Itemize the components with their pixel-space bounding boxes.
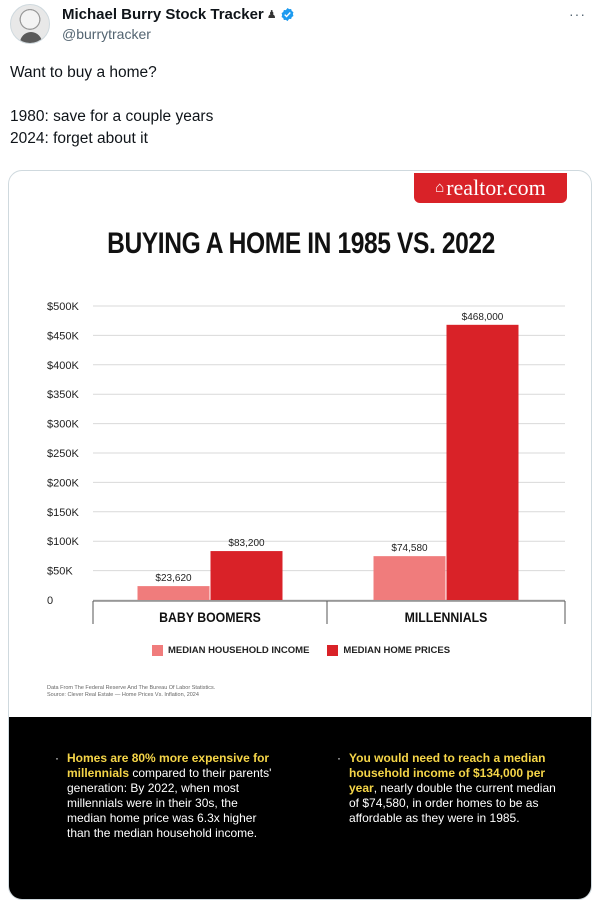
handle[interactable]: @burrytracker [62,26,151,42]
tweet-text-line: Want to buy a home? [10,64,157,81]
display-name[interactable]: Michael Burry Stock Tracker [62,6,264,23]
verified-badge-icon [281,7,294,22]
logo-text: realtor.com [446,175,546,200]
tweet-text-line [10,84,590,106]
fact-bullet-2: · You would need to reach a median house… [337,751,559,826]
y-tick-label: $150K [47,507,79,519]
tweet-text-line: 2024: forget about it [10,130,148,147]
y-tick-label: $250K [47,448,79,460]
legend-label-income: MEDIAN HOUSEHOLD INCOME [167,645,310,656]
legend-swatch-income [151,645,163,656]
fact-text: compared to their parents' generation: B… [67,766,272,840]
fact-bullet-1: · Homes are 80% more expensive for mille… [55,751,277,841]
y-tick-label: $300K [47,419,79,431]
name-row: Michael Burry Stock Tracker ♟ [62,6,295,23]
media-card[interactable]: ⌂ realtor.com BUYING A HOME IN 1985 VS. … [8,170,592,900]
y-tick-label: $200K [47,477,79,489]
bullet-dot: · [55,751,59,765]
y-tick-label: $500K [47,301,79,313]
legend-item-income: MEDIAN HOUSEHOLD INCOME [151,645,310,656]
fact-highlight: Homes are 80% more expensive for millenn… [67,751,270,780]
home-icon: ⌂ [435,179,445,196]
y-tick-label: $100K [47,536,79,548]
y-tick-label: $350K [47,389,79,401]
legend: MEDIAN HOUSEHOLD INCOME MEDIAN HOME PRIC… [9,645,591,656]
footnote-line: Source: Clever Real Estate — Home Prices… [47,692,199,698]
data-label: $468,000 [462,312,504,323]
y-tick-label: $400K [47,360,79,372]
data-label: $83,200 [228,538,265,549]
legend-swatch-price [327,645,339,656]
tweet-text-line: 1980: save for a couple years [10,108,214,125]
more-options-icon[interactable]: ··· [569,6,586,22]
avatar[interactable] [10,4,50,44]
tweet-text: Want to buy a home? 1980: save for a coup… [10,62,590,150]
bullet-dot: · [337,751,341,765]
legend-label-price: MEDIAN HOME PRICES [343,645,451,656]
chart-title: BUYING A HOME IN 1985 VS. 2022 [107,227,495,260]
tweet-header: Michael Burry Stock Tracker ♟ @burrytrac… [10,4,590,48]
bar [373,556,446,600]
fact-highlight: You would need to reach a median househo… [349,751,546,795]
data-label: $23,620 [155,573,192,584]
category-label: MILLENNIALS [405,609,488,625]
legend-item-price: MEDIAN HOME PRICES [327,645,450,656]
y-tick-label: $450K [47,330,79,342]
bar-chart: 0 $50K $100K $150K $200K $250K $300K $350K $400K… [47,301,566,625]
chess-pawn-icon: ♟ [266,9,277,21]
category-label: BABY BOOMERS [159,609,261,625]
y-tick-label: $50K [47,566,73,578]
bar [446,324,519,600]
fact-text: , nearly double the current median of $7… [349,781,556,825]
source-footnote: Data From The Federal Reserve And The Bu… [47,685,347,699]
bar [210,551,283,600]
bar [137,586,210,600]
y-tick-label: 0 [47,595,53,607]
data-label: $74,580 [391,543,428,554]
facts-panel: · Homes are 80% more expensive for mille… [9,717,591,899]
footnote-line: Data From The Federal Reserve And The Bu… [47,685,216,691]
realtor-logo: ⌂ realtor.com [414,173,567,203]
